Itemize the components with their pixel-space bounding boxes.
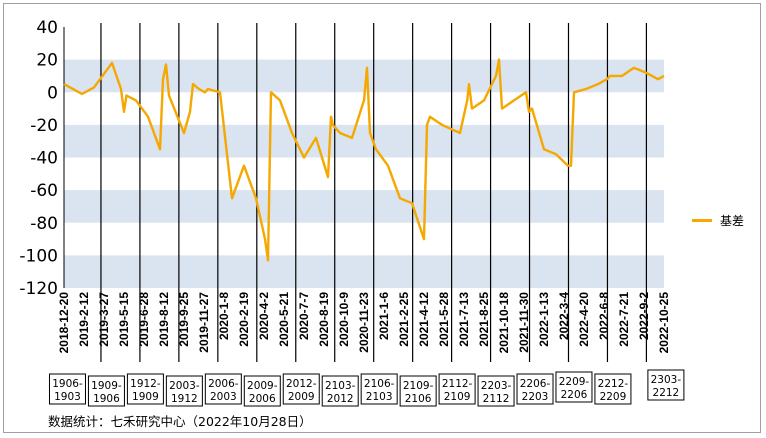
contract-box-label: 2009- <box>247 380 278 392</box>
x-tick-label: 2019-3-27 <box>97 292 111 347</box>
contract-box <box>243 375 281 407</box>
contract-box <box>516 373 554 405</box>
y-tick-label: -20 <box>30 116 58 136</box>
contract-box-label: 1912 <box>171 393 198 405</box>
contract-box-label: 2012- <box>286 378 317 390</box>
contract-box-label: 1909- <box>91 380 122 392</box>
y-tick-label: 40 <box>36 18 58 38</box>
contract-box-label: 2006 <box>249 393 276 405</box>
contract-box <box>594 373 632 405</box>
x-tick-label: 2021-5-28 <box>437 292 451 347</box>
contract-box <box>204 373 242 405</box>
contract-box <box>87 375 125 407</box>
contract-box-label: 2106 <box>405 393 432 405</box>
x-tick-label: 2019-11-27 <box>197 292 211 353</box>
contract-box <box>126 373 164 405</box>
contract-box <box>647 369 685 401</box>
contract-box-label: 1906- <box>52 378 83 390</box>
contract-box <box>282 373 320 405</box>
contract-box-label: 2109- <box>403 380 434 392</box>
contract-box-label: 2206- <box>520 378 551 390</box>
x-tick-label: 2019-9-25 <box>177 292 191 347</box>
contract-box <box>165 375 203 407</box>
contract-box <box>360 373 398 405</box>
shaded-band <box>64 124 664 158</box>
legend-label: 基差 <box>720 214 745 228</box>
y-tick-label: 20 <box>36 51 58 71</box>
x-tick-label: 2022-7-21 <box>617 292 631 347</box>
y-tick-label: 0 <box>47 83 58 103</box>
contract-box-label: 2103- <box>325 380 356 392</box>
x-tick-label: 2022-3-4 <box>557 292 571 340</box>
contract-box-label: 1909 <box>132 391 159 403</box>
contract-box <box>399 375 437 407</box>
contract-box-label: 2003- <box>169 380 200 392</box>
contract-box <box>555 371 593 403</box>
x-tick-label: 2022-4-20 <box>577 292 591 347</box>
shaded-band <box>64 255 664 288</box>
contract-box-label: 2206 <box>561 389 588 401</box>
y-tick-label: -120 <box>19 279 58 299</box>
contract-box-label: 2112 <box>483 393 510 405</box>
contract-box-label: 1912- <box>130 378 161 390</box>
x-tick-label: 2021-1-6 <box>377 292 391 340</box>
contract-box <box>321 375 359 407</box>
contract-box-label: 1906 <box>93 393 120 405</box>
x-tick-label: 2020-11-23 <box>357 292 371 353</box>
contract-box-label: 2106- <box>364 378 395 390</box>
shaded-band <box>64 190 664 223</box>
y-tick-label: -80 <box>30 214 58 234</box>
contract-box <box>477 375 515 407</box>
contract-box-label: 2006- <box>208 378 239 390</box>
contract-box-label: 2212- <box>598 378 629 390</box>
contract-box-label: 1903 <box>54 391 81 403</box>
x-tick-label: 2020-8-19 <box>317 292 331 347</box>
x-tick-label: 2020-10-9 <box>337 292 351 347</box>
x-tick-label: 2019-6-28 <box>137 292 151 347</box>
x-tick-label: 2021-2-25 <box>397 292 411 347</box>
x-tick-label: 2021-8-25 <box>477 292 491 347</box>
x-tick-label: 2019-2-12 <box>77 292 91 347</box>
contract-box-label: 2212 <box>653 387 680 399</box>
x-tick-label: 2021-10-18 <box>497 292 511 354</box>
contract-box-label: 2012 <box>327 393 354 405</box>
x-tick-label: 2020-1-8 <box>217 292 231 340</box>
contract-box-label: 2209- <box>559 376 590 388</box>
x-tick-label: 2022-9-2 <box>637 292 651 340</box>
contract-box-label: 2003 <box>210 391 237 403</box>
contract-box-label: 2203- <box>481 380 512 392</box>
x-tick-label: 2020-2-19 <box>237 292 251 347</box>
y-tick-label: -60 <box>30 181 58 201</box>
contract-box-label: 2112- <box>442 378 473 390</box>
x-tick-label: 2021-7-13 <box>457 292 471 347</box>
contract-box-label: 2303- <box>651 374 682 386</box>
x-tick-label: 2021-11-30 <box>517 292 531 353</box>
legend-swatch <box>692 219 712 222</box>
x-tick-label: 2022-6-8 <box>597 292 611 340</box>
x-tick-label: 2019-8-12 <box>157 292 171 347</box>
series-basis-line <box>63 58 665 262</box>
x-tick-label: 2020-7-7 <box>297 292 311 340</box>
x-tick-label: 2021-4-12 <box>417 292 431 347</box>
x-tick-label: 2022-1-13 <box>537 292 551 347</box>
x-tick-label: 2020-5-21 <box>277 292 291 347</box>
contract-box-label: 2109 <box>444 391 471 403</box>
source-note: 数据统计：七禾研究中心（2022年10月28日） <box>48 414 312 429</box>
contract-box-label: 2103 <box>366 391 393 403</box>
contract-box-label: 2203 <box>522 391 549 403</box>
contract-box <box>48 373 86 405</box>
x-tick-label: 2020-4-2 <box>257 292 271 340</box>
y-tick-label: -100 <box>19 246 58 266</box>
x-tick-label: 2018-12-20 <box>57 292 71 354</box>
x-tick-label: 2019-5-15 <box>117 292 131 347</box>
contract-box <box>438 373 476 405</box>
contract-box-label: 2209 <box>600 391 627 403</box>
y-tick-label: -40 <box>30 149 58 169</box>
chart-legend: 基差 <box>692 212 744 229</box>
contract-box-label: 2009 <box>288 391 315 403</box>
x-tick-label: 2022-10-25 <box>657 292 671 354</box>
